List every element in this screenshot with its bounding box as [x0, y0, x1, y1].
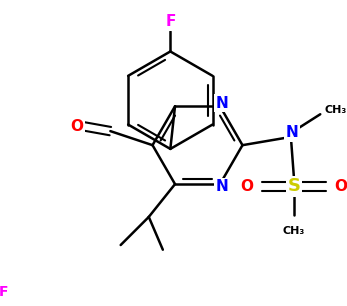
Text: O: O [335, 179, 347, 194]
Text: N: N [215, 179, 228, 194]
Text: O: O [241, 179, 254, 194]
Text: F: F [0, 285, 9, 299]
Text: F: F [165, 14, 176, 29]
Text: S: S [288, 177, 301, 196]
Text: O: O [70, 119, 83, 134]
Text: CH₃: CH₃ [325, 105, 347, 114]
Text: CH₃: CH₃ [283, 226, 305, 236]
Text: N: N [215, 96, 228, 111]
Text: N: N [286, 125, 298, 140]
